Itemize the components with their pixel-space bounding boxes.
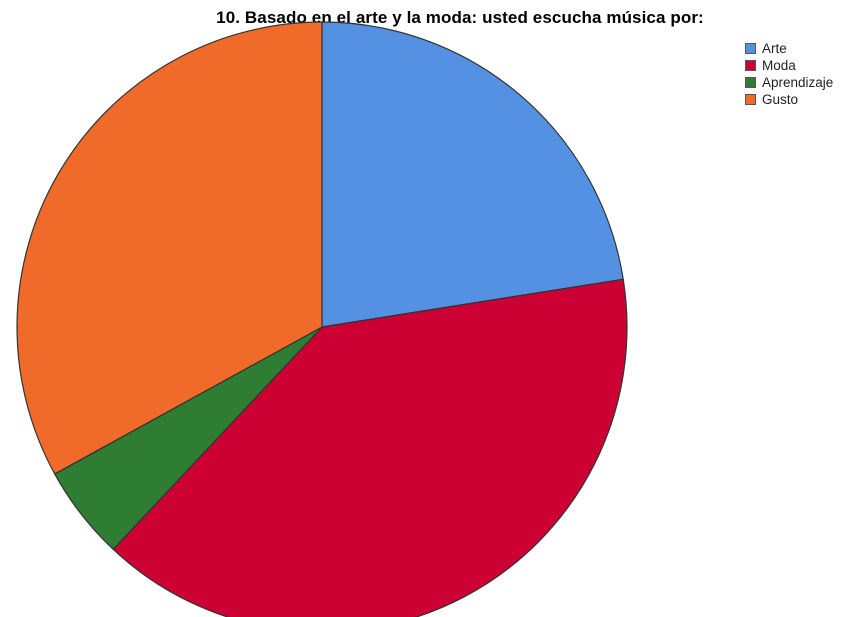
legend-item-arte: Arte	[745, 40, 833, 57]
legend-swatch	[745, 94, 756, 105]
legend-label: Gusto	[762, 92, 799, 107]
legend: Arte Moda Aprendizaje Gusto	[745, 40, 833, 108]
legend-item-gusto: Gusto	[745, 91, 833, 108]
legend-label: Aprendizaje	[762, 75, 834, 90]
legend-swatch	[745, 77, 756, 88]
pie-slice-gusto	[16, 21, 323, 475]
legend-swatch	[745, 60, 756, 71]
legend-swatch	[745, 43, 756, 54]
legend-item-moda: Moda	[745, 57, 833, 74]
pie-slice-arte	[321, 21, 624, 328]
pie-slices	[16, 21, 628, 617]
legend-label: Moda	[762, 58, 796, 73]
pie-slice-moda	[112, 278, 628, 617]
legend-label: Arte	[762, 41, 787, 56]
legend-item-aprendizaje: Aprendizaje	[745, 74, 833, 91]
